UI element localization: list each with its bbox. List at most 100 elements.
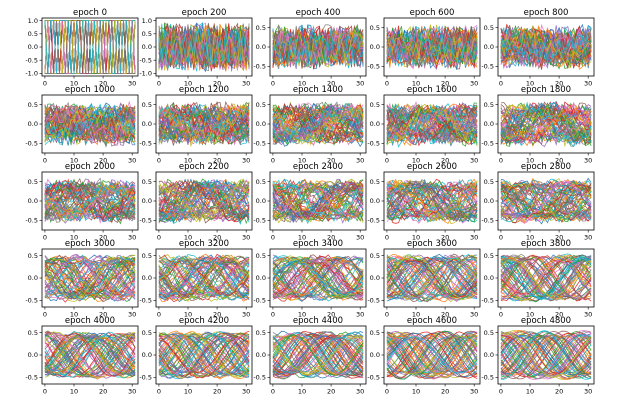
series-line xyxy=(272,259,364,297)
x-tick-label: 0 xyxy=(271,157,275,165)
series-line xyxy=(272,259,364,295)
y-tick-label: 0.0 xyxy=(484,43,494,51)
x-tick-label: 30 xyxy=(128,234,136,242)
y-tick-label: -0.5 xyxy=(481,374,494,382)
series-line xyxy=(500,178,592,223)
series-line xyxy=(386,257,478,300)
series-line xyxy=(272,333,364,376)
y-tick-label: 0.5 xyxy=(370,329,380,337)
series-line xyxy=(500,183,592,218)
y-tick-label: -0.5 xyxy=(367,63,380,71)
x-tick-label: 10 xyxy=(526,311,534,319)
x-tick-label: 0 xyxy=(271,311,275,319)
series-line xyxy=(272,336,364,374)
x-tick-label: 10 xyxy=(298,80,306,88)
x-tick-label: 20 xyxy=(555,311,563,319)
series-line xyxy=(158,335,250,375)
series-line xyxy=(500,332,592,378)
x-tick-label: 30 xyxy=(584,157,592,165)
x-tick-label: 10 xyxy=(184,311,192,319)
series-line xyxy=(272,179,364,223)
x-tick-label: 20 xyxy=(555,388,563,396)
series-line xyxy=(44,330,136,379)
panel-9: 0 10 20 30 -0.5 0.0 0.5 epoch 1800 xyxy=(481,85,595,165)
x-tick-label: 20 xyxy=(99,157,107,165)
series-line xyxy=(44,103,136,145)
x-tick-label: 0 xyxy=(43,157,47,165)
x-tick-label: 10 xyxy=(184,388,192,396)
series-line xyxy=(158,110,250,142)
series-line xyxy=(500,181,592,223)
series-line xyxy=(272,331,364,378)
series-line xyxy=(272,332,364,378)
panel-title: epoch 2200 xyxy=(179,162,229,172)
series-line xyxy=(44,20,136,74)
y-tick-label: 0.5 xyxy=(370,101,380,109)
series-line xyxy=(272,258,364,299)
y-tick-label: -0.5 xyxy=(481,63,494,71)
panel-title: epoch 2800 xyxy=(521,162,571,172)
x-tick-label: 20 xyxy=(213,311,221,319)
series-line xyxy=(158,332,250,378)
panel-6: 0 10 20 30 -0.5 0.0 0.5 epoch 1200 xyxy=(139,85,253,165)
series-line xyxy=(386,182,478,218)
series-line xyxy=(500,259,592,297)
panel-22: 0 10 20 30 -0.5 0.0 0.5 epoch 4400 xyxy=(253,316,367,396)
series-line xyxy=(272,182,364,219)
x-tick-label: 30 xyxy=(470,80,478,88)
series-line xyxy=(500,335,592,375)
series-line xyxy=(386,336,478,374)
panel-1: 0 10 20 30 -1.0 -0.5 0.0 0.5 1.0 epoch 200 xyxy=(139,8,253,88)
series-line xyxy=(158,26,250,70)
y-tick-label: -0.5 xyxy=(367,374,380,382)
series-line xyxy=(386,331,478,379)
series-line xyxy=(500,106,592,145)
series-line xyxy=(386,260,478,299)
series-group xyxy=(158,330,250,380)
y-tick-label: 0.5 xyxy=(256,178,266,186)
series-line xyxy=(500,181,592,219)
y-tick-label: -0.5 xyxy=(253,140,266,148)
series-line xyxy=(272,330,364,380)
series-line xyxy=(44,331,136,378)
x-tick-label: 30 xyxy=(356,388,364,396)
series-line xyxy=(44,331,136,378)
x-tick-label: 20 xyxy=(99,311,107,319)
series-line xyxy=(386,255,478,301)
series-line xyxy=(386,106,478,142)
x-tick-label: 20 xyxy=(213,388,221,396)
x-tick-label: 0 xyxy=(499,311,503,319)
panel-17: 0 10 20 30 -0.5 0.0 0.5 epoch 3400 xyxy=(253,239,367,319)
series-line xyxy=(500,106,592,144)
panel-24: 0 10 20 30 -0.5 0.0 0.5 epoch 4800 xyxy=(481,316,595,396)
x-tick-label: 20 xyxy=(327,234,335,242)
y-tick-label: 0.0 xyxy=(484,120,494,128)
x-tick-label: 0 xyxy=(157,80,161,88)
x-tick-label: 10 xyxy=(184,234,192,242)
series-line xyxy=(44,258,136,297)
y-tick-label: 0.0 xyxy=(370,274,380,282)
series-line xyxy=(158,254,250,303)
series-line xyxy=(386,106,478,144)
series-line xyxy=(44,255,136,299)
y-tick-label: 1.0 xyxy=(28,17,38,25)
series-line xyxy=(158,330,250,379)
y-tick-label: 0.5 xyxy=(28,178,38,186)
panel-title: epoch 600 xyxy=(410,8,455,18)
series-line xyxy=(44,332,136,377)
series-line xyxy=(272,259,364,297)
y-tick-label: 0.0 xyxy=(142,351,152,359)
series-line xyxy=(386,29,478,65)
series-line xyxy=(500,183,592,220)
series-line xyxy=(158,259,250,300)
series-line xyxy=(44,183,136,221)
y-tick-label: 0.5 xyxy=(484,24,494,32)
series-line xyxy=(386,110,478,143)
series-line xyxy=(272,182,364,222)
panel-title: epoch 2000 xyxy=(65,162,115,172)
panel-18: 0 10 20 30 -0.5 0.0 0.5 epoch 3600 xyxy=(367,239,481,319)
series-line xyxy=(500,331,592,379)
series-line xyxy=(158,258,250,297)
series-line xyxy=(386,182,478,222)
series-line xyxy=(386,253,478,302)
